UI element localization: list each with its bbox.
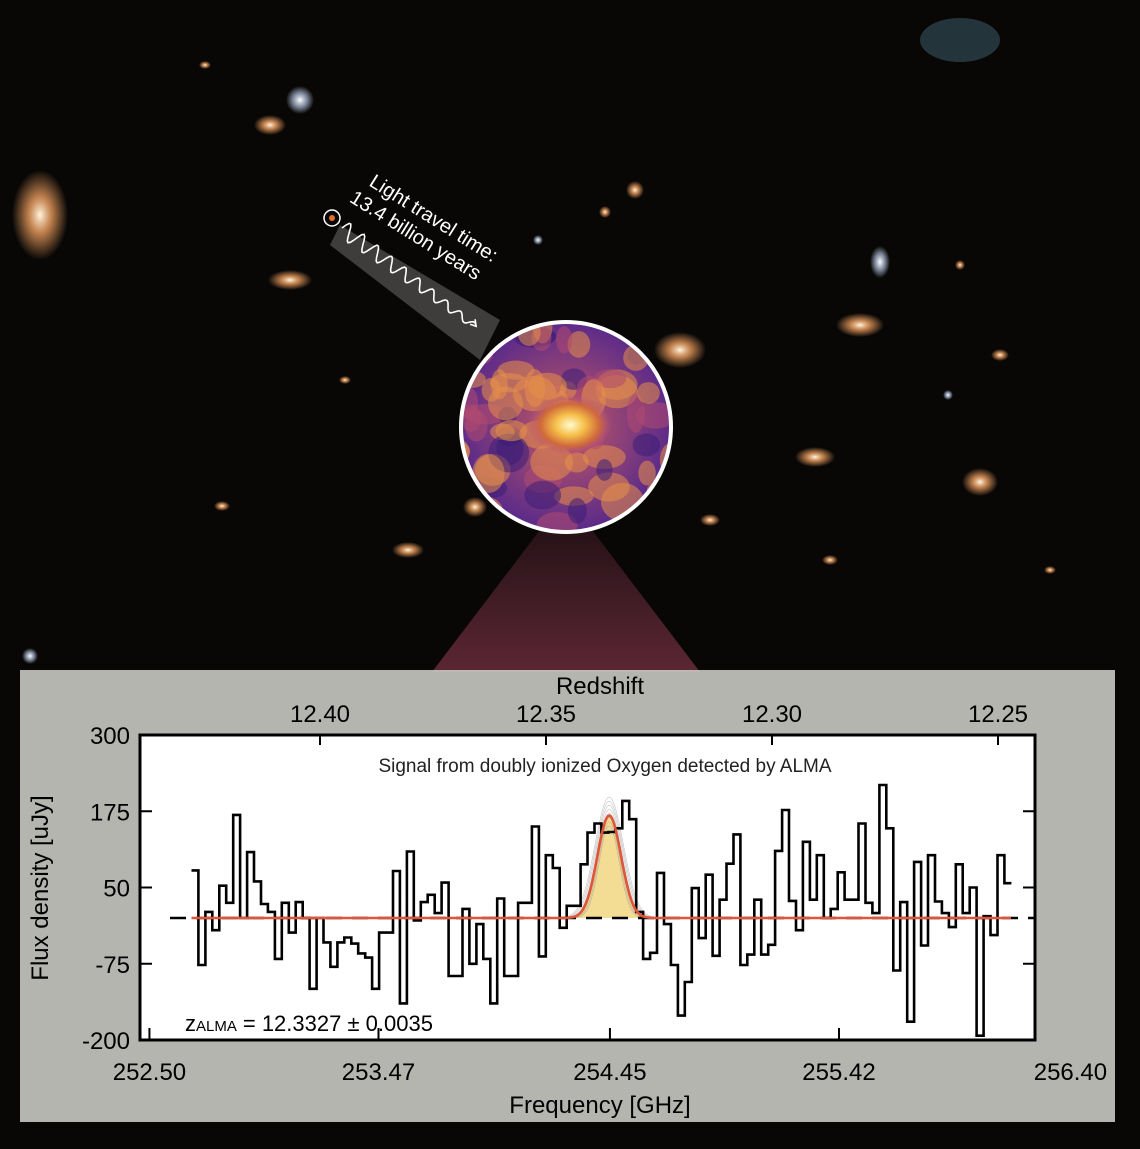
light-wave-icon [341, 222, 478, 328]
heatmap-cell [556, 325, 573, 354]
heatmap-cell [472, 453, 505, 494]
redshift-annotation: zALMA = 12.3327 ± 0.0035 [185, 1011, 433, 1036]
spectrum-chart: 300 175 50 -75 -200 252.50 253.47 254.45 255.42 2… [82, 701, 1107, 1086]
chart-title: Signal from doubly ionized Oxygen detect… [378, 756, 831, 777]
x-tick-label: 254.45 [573, 1059, 646, 1086]
top-tick-label: 12.40 [290, 701, 350, 728]
galaxy [962, 468, 998, 496]
fit-sample-curve [561, 800, 657, 918]
top-axis-label: Redshift [556, 673, 644, 700]
heatmap-cell [632, 433, 661, 457]
galaxy [654, 332, 706, 368]
light-beam [330, 225, 500, 360]
galaxy [955, 260, 965, 270]
galaxy [943, 390, 953, 400]
heatmap-cell [638, 460, 656, 486]
galaxy [795, 447, 835, 467]
heatmap-cell [588, 472, 630, 502]
y-tick-label: -200 [82, 1028, 130, 1055]
heatmap-cell [635, 402, 671, 429]
galaxy [1044, 566, 1056, 574]
redshift-subscript: ALMA [196, 1018, 237, 1035]
top-tick-label: 12.30 [742, 701, 802, 728]
source-galaxy-dot [329, 215, 335, 221]
galaxy [463, 497, 487, 517]
redshift-symbol: z [185, 1011, 196, 1036]
heatmap-cell [481, 377, 501, 402]
heatmap-cell [524, 480, 562, 510]
alma-map-border [459, 320, 673, 534]
x-tick-label: 256.40 [1034, 1059, 1107, 1086]
galaxy [392, 542, 424, 558]
y-tick-label: 175 [90, 799, 130, 826]
galaxy-field [12, 18, 1056, 664]
heatmap-cell [567, 497, 587, 524]
galaxy [286, 86, 314, 114]
y-tick-label: -75 [95, 952, 130, 979]
heatmap-cell [596, 458, 613, 481]
plot-frame [138, 733, 1037, 1042]
top-tick-label: 12.35 [516, 701, 576, 728]
spectrum-step-line [191, 783, 1012, 1037]
zoom-cone [432, 530, 700, 672]
y-tick-label: 50 [103, 876, 130, 903]
galaxy [268, 270, 312, 290]
galaxy [836, 313, 884, 337]
top-tick-label: 12.25 [968, 701, 1028, 728]
gaussian-fit-line [191, 814, 1011, 920]
galaxy [12, 170, 68, 260]
galaxy [533, 235, 543, 245]
redshift-value: = 12.3327 ± 0.0035 [243, 1011, 433, 1036]
heatmap-cell [567, 331, 591, 358]
x-tick-label: 252.50 [113, 1059, 186, 1086]
heatmap-cell [495, 420, 528, 442]
heatmap-cell [528, 372, 567, 400]
heatmap-cell [554, 486, 594, 506]
y-axis-label: Flux density [uJy] [27, 795, 54, 980]
galaxy [214, 501, 230, 511]
galaxy [920, 18, 1000, 62]
galaxy [700, 514, 720, 526]
plot-area [140, 735, 1035, 1040]
galaxy [254, 115, 286, 135]
galaxy [22, 648, 38, 664]
galaxy [199, 61, 211, 69]
galaxy [870, 246, 890, 278]
heatmap-cell [582, 445, 626, 470]
y-tick-label: 300 [90, 723, 130, 750]
heatmap-cell [461, 404, 482, 432]
source-galaxy-marker [323, 209, 341, 227]
galaxy [991, 349, 1009, 361]
x-axis-label: Frequency [GHz] [509, 1092, 690, 1119]
galaxy [822, 555, 838, 565]
galaxy [599, 206, 611, 218]
galaxy [626, 181, 644, 199]
x-tick-label: 255.42 [802, 1059, 875, 1086]
galaxy [339, 376, 351, 384]
line-fill-area [573, 815, 645, 918]
heatmap-cell [593, 369, 627, 389]
fit-sample-curve [561, 796, 657, 918]
heatmap-cell [636, 382, 660, 404]
x-tick-label: 253.47 [342, 1059, 415, 1086]
